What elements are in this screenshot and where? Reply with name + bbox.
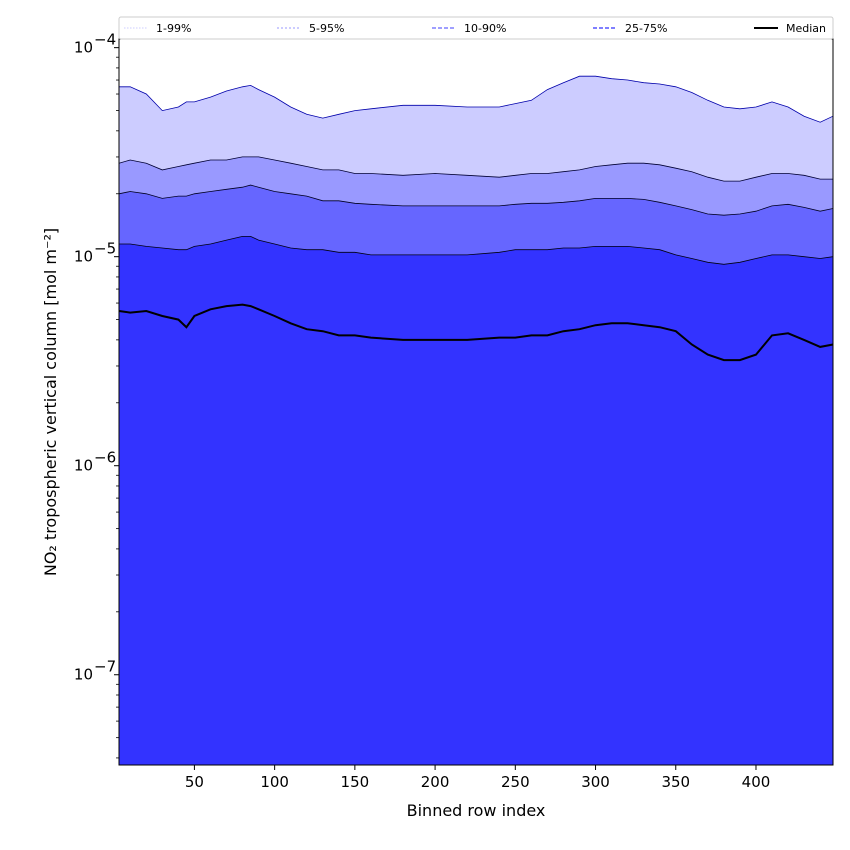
y-tick-exponent-−6: −6 <box>94 449 116 467</box>
y-tick-exponent-−4: −4 <box>94 31 116 49</box>
y-axis-title: NO₂ tropospheric vertical column [mol m⁻… <box>41 228 60 576</box>
y-tick-label-−4: 10 <box>74 39 93 57</box>
legend-label-25-75: 25-75% <box>625 22 667 35</box>
series-layer <box>118 75 834 765</box>
x-axis: 50 100 150 200 250 300 350 400 <box>185 765 770 791</box>
band-upper-line-5-95 <box>118 156 833 182</box>
y-tick-label-−7: 10 <box>74 666 93 684</box>
y-axis: 10−710−610−510−4 <box>74 31 119 759</box>
x-tick-label-200: 200 <box>421 773 450 791</box>
band-upper-line-25-75 <box>119 236 834 265</box>
y-tick-label-−5: 10 <box>74 248 93 266</box>
x-axis-title: Binned row index <box>407 801 546 820</box>
legend-label-1-99: 1-99% <box>156 22 191 35</box>
x-tick-label-50: 50 <box>185 773 204 791</box>
band-upper-line-1-99 <box>119 75 834 123</box>
y-tick-exponent-−5: −5 <box>94 240 116 258</box>
band-upper-line-10-90 <box>118 184 834 216</box>
median-line <box>118 303 834 362</box>
y-tick-exponent-−7: −7 <box>94 658 116 676</box>
x-tick-label-100: 100 <box>260 773 289 791</box>
legend-label-5-95: 5-95% <box>309 22 344 35</box>
y-tick-label-−6: 10 <box>74 457 93 475</box>
legend-label-10-90: 10-90% <box>464 22 506 35</box>
band-25-75 <box>119 236 833 765</box>
x-tick-label-400: 400 <box>742 773 771 791</box>
x-tick-label-350: 350 <box>661 773 690 791</box>
legend-frame <box>118 16 834 40</box>
legend: 1-99% 5-95% 10-90% 25-75% Median <box>118 16 834 40</box>
x-tick-label-250: 250 <box>501 773 530 791</box>
band-10-90 <box>119 185 833 267</box>
x-tick-label-300: 300 <box>581 773 610 791</box>
x-tick-label-150: 150 <box>341 773 370 791</box>
legend-label-median: Median <box>786 22 826 35</box>
